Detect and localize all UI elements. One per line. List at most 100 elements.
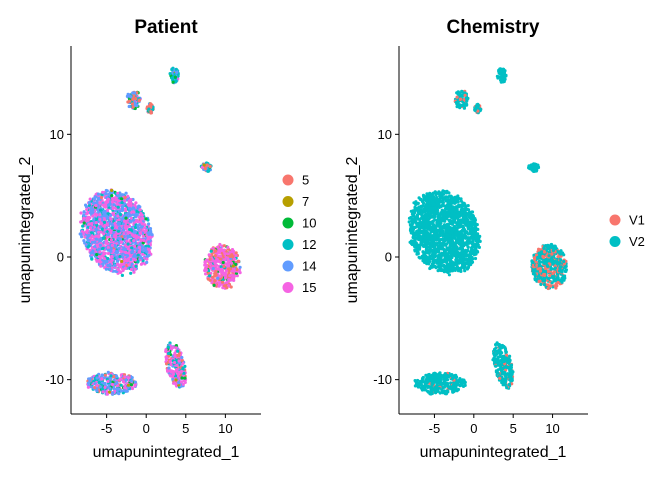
scatter-point: [112, 203, 116, 207]
scatter-point: [175, 70, 179, 74]
scatter-point: [431, 260, 436, 264]
scatter-point: [121, 222, 125, 226]
scatter-point: [449, 203, 453, 207]
scatter-point: [465, 254, 470, 258]
scatter-point: [447, 207, 451, 211]
scatter-point: [149, 110, 153, 114]
scatter-point: [445, 270, 449, 274]
scatter-point: [213, 254, 217, 258]
scatter-point: [416, 210, 420, 214]
scatter-point: [450, 227, 454, 231]
scatter-point: [124, 250, 128, 255]
scatter-point: [87, 233, 91, 237]
scatter-point: [416, 223, 420, 228]
x-tick-label: 0: [143, 421, 150, 436]
scatter-point: [466, 208, 471, 212]
scatter-point: [446, 201, 450, 205]
scatter-point: [177, 359, 181, 363]
scatter-point: [116, 229, 121, 233]
scatter-point: [126, 203, 130, 207]
scatter-point: [417, 255, 421, 259]
scatter-point: [230, 248, 235, 252]
scatter-point: [171, 80, 175, 84]
scatter-point: [436, 260, 440, 264]
scatter-point: [88, 216, 92, 220]
scatter-point: [431, 255, 435, 259]
scatter-point: [119, 383, 123, 387]
scatter-point: [455, 208, 459, 212]
scatter-point: [102, 214, 106, 218]
scatter-point: [173, 75, 177, 79]
scatter-point: [105, 189, 109, 193]
scatter-point: [421, 220, 425, 224]
scatter-point: [437, 245, 441, 249]
scatter-point: [202, 163, 206, 167]
scatter-point: [139, 212, 143, 216]
scatter-point: [423, 232, 427, 236]
scatter-point: [226, 245, 230, 249]
scatter-point: [114, 249, 119, 254]
scatter-point: [88, 226, 93, 230]
scatter-point: [87, 222, 91, 226]
scatter-point: [113, 382, 117, 386]
scatter-point: [102, 209, 106, 213]
scatter-point: [118, 377, 122, 381]
scatter-points: [407, 67, 569, 396]
scatter-point: [92, 201, 96, 205]
scatter-point: [448, 240, 452, 244]
scatter-point: [430, 236, 434, 240]
scatter-point: [105, 392, 109, 396]
scatter-point: [475, 249, 479, 253]
scatter-point: [226, 256, 230, 261]
scatter-point: [113, 215, 117, 219]
scatter-point: [430, 220, 434, 224]
scatter-point: [222, 273, 226, 277]
scatter-point: [234, 262, 238, 266]
scatter-point: [98, 225, 102, 229]
scatter-point: [443, 207, 448, 211]
scatter-point: [91, 214, 95, 218]
scatter-point: [440, 211, 444, 215]
scatter-point: [426, 222, 430, 226]
scatter-point: [469, 220, 473, 224]
scatter-point: [139, 238, 143, 242]
scatter-point: [82, 214, 86, 218]
scatter-point: [95, 376, 99, 380]
scatter-point: [91, 249, 95, 253]
scatter-point: [136, 260, 140, 264]
scatter-point: [208, 262, 213, 266]
scatter-point: [455, 255, 459, 260]
scatter-point: [129, 271, 133, 275]
scatter-point: [469, 235, 473, 239]
scatter-point: [419, 237, 423, 241]
scatter-point: [218, 274, 222, 278]
scatter-point: [459, 212, 463, 217]
scatter-point: [129, 95, 133, 99]
scatter-point: [422, 229, 426, 234]
scatter-point: [102, 220, 107, 224]
scatter-point: [124, 191, 128, 195]
scatter-point: [136, 224, 140, 228]
scatter-point: [475, 242, 479, 246]
scatter-point: [110, 254, 114, 258]
scatter-point: [119, 250, 123, 254]
scatter-point: [133, 203, 137, 207]
scatter-point: [411, 227, 415, 231]
legend-label: 12: [302, 237, 316, 252]
scatter-point: [468, 210, 472, 214]
scatter-point: [413, 241, 417, 245]
scatter-point: [177, 370, 181, 374]
scatter-point: [101, 262, 105, 266]
legend-swatch: [282, 196, 294, 207]
scatter-point: [208, 164, 212, 168]
legend-label: 7: [302, 194, 309, 209]
scatter-point: [95, 243, 99, 247]
scatter-point: [461, 255, 466, 259]
scatter-point: [234, 253, 238, 257]
scatter-point: [133, 244, 137, 248]
legend-label: 15: [302, 280, 316, 295]
scatter-point: [123, 225, 127, 230]
scatter-point: [427, 238, 431, 242]
scatter-point: [120, 201, 124, 205]
scatter-point: [427, 260, 431, 264]
